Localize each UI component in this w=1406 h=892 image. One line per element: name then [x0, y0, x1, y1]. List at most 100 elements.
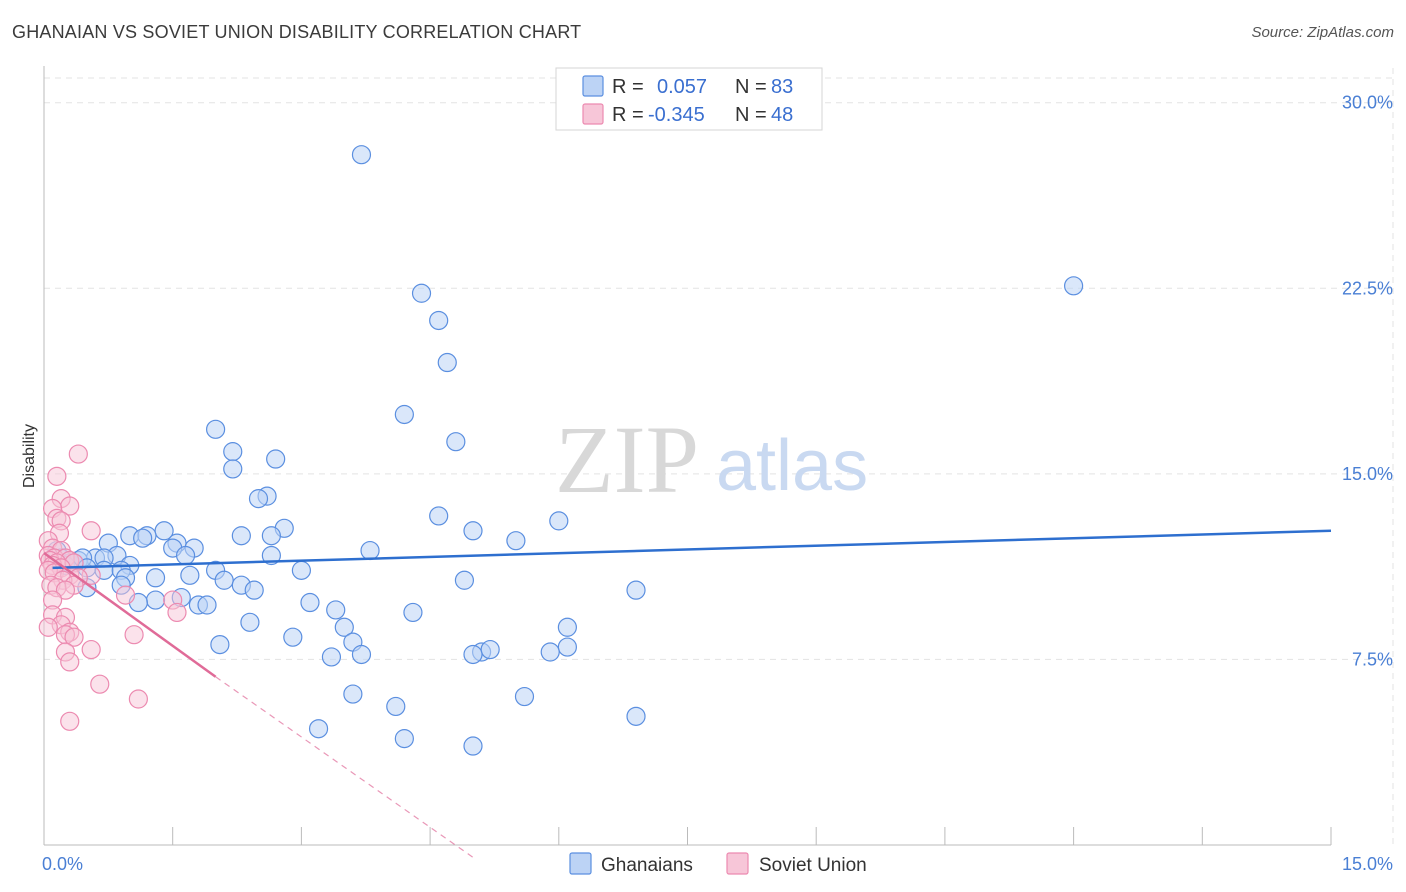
ghanaians-point-31: [175, 545, 196, 566]
y-tick-label-1: 15.0%: [1342, 464, 1393, 484]
soviet-union-point-41: [64, 627, 84, 647]
ghanaians-point-23: [506, 531, 526, 551]
ghanaians-point-64: [403, 602, 423, 623]
ghanaians-point-6: [206, 419, 226, 439]
ghanaians-point-7: [446, 432, 466, 452]
ghanaians-point-80: [514, 686, 535, 707]
ghanaians-point-63: [326, 600, 346, 620]
bottom-legend-label-ghanaians: Ghanaians: [601, 855, 693, 876]
soviet-union-point-7: [81, 521, 101, 541]
soviet-union-point-31: [115, 585, 136, 605]
axes: [43, 66, 1332, 846]
ghanaians-point-84: [463, 736, 483, 756]
ghanaians-point-0: [351, 145, 372, 165]
legend-n-label-1: N =: [735, 104, 767, 126]
watermark-zip: ZIP: [555, 406, 699, 513]
chart-title: GHANAIAN VS SOVIET UNION DISABILITY CORR…: [12, 22, 582, 42]
ghanaians-point-17: [463, 521, 483, 541]
soviet-union-point-1: [47, 466, 67, 486]
ghanaians-point-49: [145, 568, 166, 588]
soviet-union-point-42: [124, 625, 144, 645]
soviet-union-point-46: [90, 674, 110, 694]
ghanaians-point-22: [261, 526, 281, 546]
y-axis-title: Disability: [21, 424, 38, 488]
legend-n-value-1: 48: [771, 104, 793, 126]
ghanaians-point-78: [343, 684, 363, 704]
watermark: ZIP atlas: [555, 406, 868, 513]
y-tick-label-0: 7.5%: [1352, 649, 1393, 669]
legend-r-value-1: -0.345: [648, 104, 705, 126]
soviet-union-point-34: [167, 602, 187, 623]
legend-n-value-0: 83: [771, 76, 793, 98]
source-label: Source: ZipAtlas.com: [1251, 24, 1394, 41]
soviet-union-point-43: [81, 639, 101, 660]
ghanaians-point-12: [248, 489, 269, 509]
ghanaians-point-53: [244, 580, 264, 600]
ghanaians-point-50: [454, 570, 475, 590]
ghanaians-point-75: [351, 644, 372, 665]
ghanaians-point-70: [210, 634, 230, 655]
series-legend: Ghanaians Soviet Union: [569, 852, 867, 876]
legend-r-label-1: R =: [612, 104, 644, 126]
legend-r-label-0: R =: [612, 76, 644, 98]
soviet-union-point-47: [128, 689, 148, 709]
ghanaians-point-51: [214, 570, 234, 590]
ghanaians-point-56: [626, 580, 646, 600]
ghanaians-point-35: [261, 545, 281, 566]
ghanaians-point-10: [223, 459, 243, 479]
legend-swatch-ghanaians: [582, 75, 604, 97]
ghanaians-point-9: [266, 449, 286, 469]
ghanaians-point-46: [180, 565, 200, 585]
ghanaians-point-62: [197, 595, 217, 615]
grid-lines: [44, 68, 1394, 845]
ghanaians-point-3: [429, 310, 449, 331]
watermark-atlas: atlas: [716, 426, 868, 506]
ghanaians-point-79: [386, 696, 406, 717]
trend-lines: [43, 529, 1332, 858]
ghanaians-point-59: [300, 592, 320, 613]
ghanaians-point-82: [308, 719, 329, 739]
ghanaians-point-58: [145, 590, 166, 610]
ghanaians-point-47: [291, 560, 311, 580]
ghanaians-point-65: [240, 612, 260, 632]
ghanaians-point-83: [394, 729, 414, 749]
ghanaians-trend-line: [52, 529, 1332, 570]
soviet-union-trend-line: [43, 552, 217, 678]
ghanaians-point-14: [549, 511, 569, 531]
ghanaians-point-20: [133, 528, 153, 548]
stats-legend: R = 0.057 N = 83 R = -0.345 N = 48: [555, 67, 823, 131]
soviet-union-point-48: [60, 711, 80, 731]
ghanaians-point-4: [437, 352, 457, 373]
legend-n-label-0: N =: [735, 76, 767, 98]
ghanaians-point-2: [411, 283, 432, 303]
ghanaians-point-72: [480, 639, 500, 660]
bottom-legend-swatch-soviet-union: [726, 852, 749, 875]
x-tick-label-0: 0.0%: [42, 854, 83, 874]
soviet-union-point-38: [38, 617, 58, 637]
ghanaians-point-67: [557, 617, 577, 637]
ghanaians-point-68: [283, 627, 303, 647]
bottom-legend-swatch-ghanaians: [569, 852, 592, 875]
bottom-legend-label-soviet-union: Soviet Union: [759, 855, 867, 876]
ghanaians-point-81: [626, 706, 646, 726]
legend-swatch-soviet-union: [582, 103, 604, 125]
y-tick-label-2: 22.5%: [1342, 278, 1393, 298]
x-tick-label-1: 15.0%: [1342, 854, 1393, 874]
series-soviet-union: [38, 444, 187, 731]
ghanaians-point-73: [557, 637, 577, 657]
soviet-union-point-45: [60, 652, 80, 672]
ghanaians-point-66: [334, 617, 354, 637]
ghanaians-point-76: [321, 647, 342, 667]
ghanaians-point-74: [463, 644, 483, 665]
ghanaians-point-8: [223, 442, 243, 462]
tick-labels: 7.5% 15.0% 22.5% 30.0% 0.0% 15.0%: [42, 93, 1393, 874]
legend-r-value-0: 0.057: [657, 76, 707, 98]
soviet-union-point-30: [55, 580, 76, 600]
ghanaians-point-77: [540, 642, 560, 662]
ghanaians-point-13: [429, 506, 449, 526]
soviet-union-trend-extension: [215, 676, 474, 858]
ghanaians-point-28: [360, 540, 380, 561]
y-tick-label-3: 30.0%: [1342, 93, 1393, 113]
ghanaians-point-21: [231, 526, 251, 546]
